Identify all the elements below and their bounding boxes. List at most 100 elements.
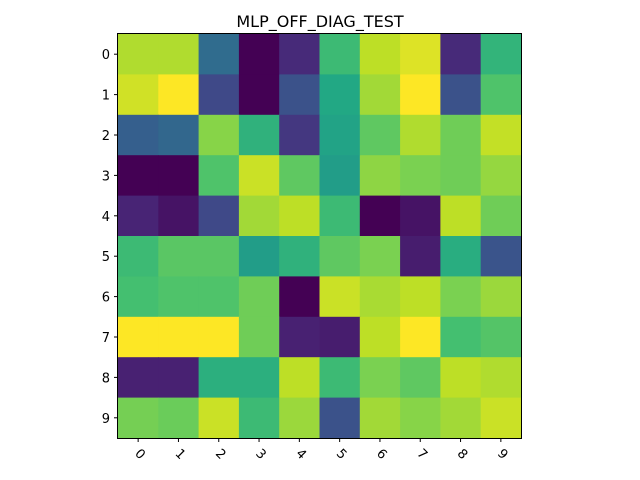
heatmap-cell-r0-c0 [118,34,159,75]
heatmap-cell-r3-c2 [198,155,240,197]
heatmap-cell-r5-c2 [198,236,240,277]
heatmap-cell-r3-c6 [359,155,401,197]
heatmap-cell-r0-c1 [158,34,200,75]
heatmap-cell-r2-c5 [319,114,361,156]
heatmap-cell-r6-c6 [359,276,401,318]
heatmap-cell-r1-c0 [118,74,159,116]
heatmap-cell-r3-c4 [279,155,321,197]
plot-frame [117,33,522,439]
heatmap-cell-r7-c4 [279,316,321,358]
y-tick-label: 6 [102,291,110,306]
heatmap-cell-r4-c6 [359,195,401,237]
heatmap-cell-r5-c3 [238,236,280,277]
heatmap-cell-r3-c5 [319,155,361,197]
heatmap-cell-r0-c2 [198,34,240,75]
heatmap-cell-r8-c6 [359,357,401,399]
heatmap-cell-r2-c2 [198,114,240,156]
y-tick-label: 0 [102,48,110,63]
heatmap-cell-r6-c5 [319,276,361,318]
heatmap-cell-r1-c5 [319,74,361,116]
heatmap-cell-r1-c8 [440,74,482,116]
heatmap-cell-r7-c6 [359,316,401,358]
heatmap-cell-r3-c3 [238,155,280,197]
heatmap-cell-r5-c6 [359,236,401,277]
heatmap-cell-r8-c5 [319,357,361,399]
heatmap-cell-r5-c9 [480,236,522,277]
heatmap-cell-r9-c1 [158,397,200,439]
heatmap-cell-r2-c3 [238,114,280,156]
heatmap-cell-r6-c0 [118,276,159,318]
heatmap-cell-r4-c3 [238,195,280,237]
heatmap-cell-r2-c0 [118,114,159,156]
heatmap-cell-r1-c6 [359,74,401,116]
heatmap-cell-r8-c4 [279,357,321,399]
heatmap-cell-r3-c0 [118,155,159,197]
y-tick-label: 7 [102,331,110,346]
y-tick-label: 1 [102,89,110,104]
heatmap-cell-r9-c6 [359,397,401,439]
heatmap-cell-r6-c1 [158,276,200,318]
heatmap-cell-r4-c2 [198,195,240,237]
heatmap-cell-r6-c2 [198,276,240,318]
heatmap-cell-r0-c6 [359,34,401,75]
heatmap-cell-r4-c7 [400,195,441,237]
heatmap-cell-r4-c4 [279,195,321,237]
heatmap-cell-r4-c8 [440,195,482,237]
heatmap-cell-r8-c1 [158,357,200,399]
y-tick-label: 9 [102,412,110,427]
chart-title: MLP_OFF_DIAG_TEST [236,12,404,32]
heatmap-cell-r0-c3 [238,34,280,75]
heatmap-cell-r6-c8 [440,276,482,318]
heatmap-cells [118,34,522,439]
heatmap-cell-r9-c5 [319,397,361,439]
heatmap-cell-r2-c1 [158,114,200,156]
heatmap-cell-r8-c8 [440,357,482,399]
heatmap-cell-r8-c0 [118,357,159,399]
heatmap-cell-r9-c2 [198,397,240,439]
heatmap-cell-r5-c1 [158,236,200,277]
heatmap-cell-r3-c7 [400,155,441,197]
heatmap-cell-r7-c1 [158,316,200,358]
heatmap-cell-r5-c5 [319,236,361,277]
heatmap-cell-r0-c5 [319,34,361,75]
heatmap-cell-r8-c3 [238,357,280,399]
heatmap-cell-r2-c6 [359,114,401,156]
heatmap-cell-r4-c0 [118,195,159,237]
heatmap-cell-r8-c2 [198,357,240,399]
heatmap-cell-r7-c2 [198,316,240,358]
y-axis-ticks: 0 1 2 3 4 5 6 7 8 9 [102,48,118,427]
heatmap-cell-r1-c9 [480,74,522,116]
heatmap-cell-r0-c8 [440,34,482,75]
heatmap-cell-r7-c5 [319,316,361,358]
y-tick-label: 8 [102,371,110,386]
heatmap-cell-r2-c8 [440,114,482,156]
heatmap-cell-r6-c7 [400,276,441,318]
heatmap-cell-r5-c4 [279,236,321,277]
heatmap-cell-r7-c8 [440,316,482,358]
y-tick-label: 4 [102,210,110,225]
heatmap-cell-r9-c8 [440,397,482,439]
heatmap-cell-r7-c7 [400,316,441,358]
heatmap-cell-r9-c4 [279,397,321,439]
heatmap-cell-r1-c7 [400,74,441,116]
heatmap-cell-r7-c3 [238,316,280,358]
heatmap-cell-r5-c8 [440,236,482,277]
heatmap-cell-r4-c5 [319,195,361,237]
heatmap-cell-r9-c0 [118,397,159,439]
y-tick-label: 2 [102,129,110,144]
heatmap-cell-r3-c9 [480,155,522,197]
heatmap-cell-r2-c4 [279,114,321,156]
heatmap-cell-r1-c3 [238,74,280,116]
heatmap-cell-r0-c9 [480,34,522,75]
heatmap-cell-r5-c0 [118,236,159,277]
heatmap-cell-r1-c4 [279,74,321,116]
heatmap-cell-r7-c0 [118,316,159,358]
heatmap-cell-r0-c7 [400,34,441,75]
heatmap-cell-r8-c7 [400,357,441,399]
y-tick-label: 5 [102,250,110,265]
heatmap-cell-r4-c1 [158,195,200,237]
heatmap-cell-r3-c8 [440,155,482,197]
heatmap-cell-r2-c9 [480,114,522,156]
heatmap-cell-r5-c7 [400,236,441,277]
